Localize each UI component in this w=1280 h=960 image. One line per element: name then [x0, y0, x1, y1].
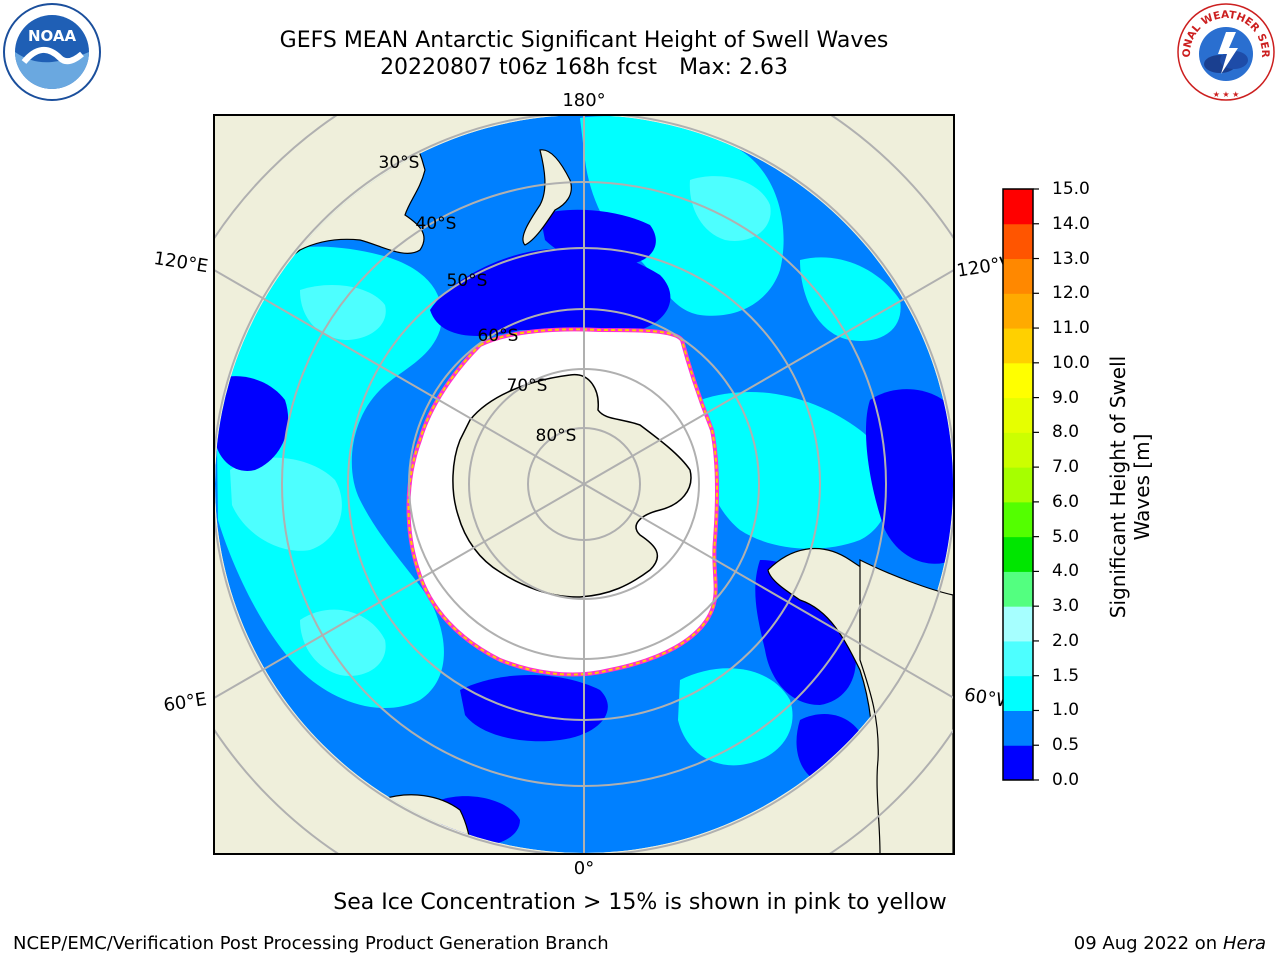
- colorbar-tick-label: 1.0: [1052, 700, 1080, 721]
- colorbar-tick-label: 14.0: [1052, 213, 1090, 234]
- noaa-logo-text: NOAA: [28, 27, 77, 45]
- lat-label-40s: 40°S: [416, 214, 457, 234]
- colorbar-tick-label: 3.0: [1052, 596, 1080, 617]
- colorbar-tick-label: 10.0: [1052, 352, 1090, 373]
- lat-label-70s: 70°S: [507, 376, 548, 396]
- swell-zone-cyan: [800, 257, 901, 341]
- antarctica-land: [452, 374, 692, 598]
- machine-name: Hera: [1222, 933, 1266, 954]
- new-zealand-land: [522, 149, 572, 246]
- colorbar-swatch: [1003, 710, 1033, 746]
- colorbar-tick-label: 8.0: [1052, 422, 1080, 443]
- colorbar-swatch: [1003, 640, 1033, 677]
- map-frame: [213, 114, 955, 855]
- credit-text: NCEP/EMC/Verification Post Processing Pr…: [13, 933, 609, 954]
- swell-zone-blue: [430, 248, 671, 336]
- swell-zone-blue: [755, 560, 856, 705]
- sea-ice-note: Sea Ice Concentration > 15% is shown in …: [333, 890, 947, 915]
- colorbar-tick-label: 0.5: [1052, 735, 1080, 756]
- colorbar-tick-label: 6.0: [1052, 491, 1080, 512]
- colorbar-swatch: [1003, 328, 1033, 364]
- date-text: 09 Aug 2022 on Hera: [1074, 933, 1266, 954]
- colorbar-tick-label: 4.0: [1052, 561, 1080, 582]
- swell-zone-cyan: [678, 668, 793, 766]
- swell-zone-lightcyan: [230, 457, 342, 551]
- colorbar-swatch: [1003, 397, 1033, 433]
- max-label: Max: 2.63: [679, 55, 788, 80]
- swell-zone-blue: [865, 389, 953, 564]
- colorbar-swatch: [1003, 467, 1033, 503]
- date-value: 09 Aug 2022 on: [1073, 933, 1218, 954]
- lon-label-120e: 120°E: [152, 248, 209, 277]
- swell-zone-lightcyan: [300, 285, 386, 340]
- lat-label-50s: 50°S: [447, 271, 488, 291]
- swell-zone-cyan: [700, 391, 890, 549]
- colorbar-swatch: [1003, 536, 1033, 572]
- swell-zone-blue: [215, 376, 289, 471]
- colorbar-tick-label: 9.0: [1052, 387, 1080, 408]
- map-title: GEFS MEAN Antarctic Significant Height o…: [279, 28, 889, 53]
- swell-zone-lightcyan: [689, 176, 771, 241]
- swell-zone-cyan: [580, 116, 784, 316]
- swell-zone-lightcyan: [300, 609, 386, 676]
- lon-label-180: 180°: [562, 90, 605, 111]
- noaa-logo: NOAA: [3, 3, 101, 101]
- colorbar-tick-label: 13.0: [1052, 248, 1090, 269]
- colorbar-swatch: [1003, 571, 1033, 607]
- colorbar-swatch: [1003, 745, 1033, 781]
- south-america-land-corner: [859, 559, 954, 854]
- colorbar-swatch: [1003, 675, 1033, 711]
- colorbar-swatch: [1003, 432, 1033, 468]
- lat-label-80s: 80°S: [536, 426, 577, 446]
- colorbar-swatch: [1003, 293, 1033, 329]
- lat-label-60s: 60°S: [478, 326, 519, 346]
- svg-text:★ ★ ★: ★ ★ ★: [1213, 90, 1240, 99]
- lat-label-30s: 30°S: [379, 153, 420, 173]
- nws-logo: NATIONAL WEATHER SERVICE ★ ★ ★: [1176, 2, 1275, 101]
- lon-label-0: 0°: [574, 858, 594, 879]
- colorbar-swatch: [1003, 223, 1033, 260]
- colorbar: [1002, 188, 1039, 781]
- colorbar-swatch: [1003, 606, 1033, 642]
- colorbar-title: Significant Height of Swell Waves [m]: [1106, 355, 1154, 619]
- colorbar-swatch: [1003, 362, 1033, 399]
- colorbar-tick-label: 1.5: [1052, 665, 1080, 686]
- colorbar-tick-label: 5.0: [1052, 526, 1080, 547]
- colorbar-tick-label: 0.0: [1052, 770, 1080, 790]
- map-subtitle: 20220807 t06z 168h fcst Max: 2.63: [0, 54, 1168, 81]
- colorbar-tick-label: 15.0: [1052, 179, 1090, 199]
- colorbar-frame: [1002, 188, 1034, 781]
- colorbar-swatch: [1003, 189, 1033, 225]
- colorbar-swatch: [1003, 501, 1033, 538]
- colorbar-tick-label: 12.0: [1052, 283, 1090, 304]
- colorbar-tick-label: 2.0: [1052, 630, 1080, 651]
- swell-zone-blue: [460, 675, 608, 742]
- graticule: [214, 115, 954, 854]
- colorbar-tick-label: 11.0: [1052, 318, 1090, 339]
- lon-label-60e: 60°E: [162, 689, 208, 717]
- colorbar-swatch: [1003, 258, 1033, 294]
- run-label: 20220807 t06z 168h fcst: [380, 55, 658, 80]
- colorbar-tick-label: 7.0: [1052, 457, 1080, 478]
